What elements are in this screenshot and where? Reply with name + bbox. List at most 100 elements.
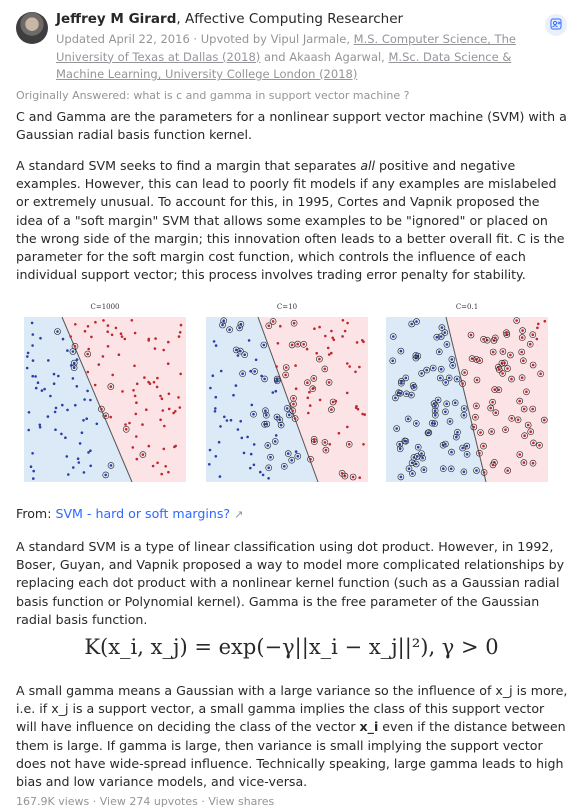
red-point xyxy=(109,385,113,388)
red-point xyxy=(135,382,139,386)
blue-point xyxy=(67,473,70,476)
support-vector-marker xyxy=(530,439,537,447)
support-vector-marker xyxy=(524,421,532,429)
red-point xyxy=(93,383,97,387)
red-point xyxy=(331,400,335,404)
support-vector-marker xyxy=(404,415,412,423)
blue-point xyxy=(436,398,440,402)
support-vector-marker xyxy=(432,402,439,410)
red-point xyxy=(494,411,498,414)
support-vector-marker xyxy=(489,348,497,356)
red-point xyxy=(348,365,351,368)
red-point xyxy=(529,430,532,433)
p4-text-rest: even if the distance between them is lar… xyxy=(16,719,566,790)
upvotes-link[interactable]: View 274 upvotes xyxy=(99,795,198,808)
blue-point xyxy=(75,358,79,361)
blue-point xyxy=(279,423,283,427)
blue-point xyxy=(475,469,478,472)
support-vector-marker xyxy=(537,370,544,378)
blue-point xyxy=(217,440,221,444)
red-point xyxy=(292,402,295,406)
blue-point xyxy=(40,389,44,392)
support-vector-marker xyxy=(396,440,403,448)
follow-person-icon[interactable] xyxy=(545,14,567,36)
support-vector-marker xyxy=(460,411,468,419)
red-point xyxy=(172,411,175,415)
blue-point xyxy=(47,359,50,362)
support-vector-marker xyxy=(338,470,346,477)
blue-point xyxy=(445,343,449,346)
support-vector-marker xyxy=(480,469,488,476)
red-point xyxy=(330,408,333,411)
blue-point xyxy=(25,366,29,370)
p4-text: A small gamma means a Gaussian with a la… xyxy=(16,683,568,735)
decision-boundary xyxy=(61,317,133,482)
support-vector-marker xyxy=(443,400,451,408)
red-point xyxy=(536,326,539,330)
author-name[interactable]: Jeffrey M Girard xyxy=(56,11,177,27)
blue-point xyxy=(214,455,218,458)
support-vector-marker xyxy=(316,355,323,363)
paragraph-3: A standard SVM is a type of linear class… xyxy=(16,539,565,627)
red-point xyxy=(355,405,358,408)
red-point xyxy=(328,443,332,446)
support-vector-marker xyxy=(448,448,455,456)
blue-point xyxy=(397,391,400,394)
blue-point xyxy=(49,394,52,398)
source-link[interactable]: SVM - hard or soft margins? xyxy=(55,506,231,521)
blue-point xyxy=(61,403,64,407)
blue-point xyxy=(285,407,289,410)
blue-point xyxy=(38,423,42,427)
originally-answered[interactable]: Originally Answered: what is c and gamma… xyxy=(16,89,410,102)
blue-point xyxy=(400,381,403,385)
blue-point xyxy=(82,471,86,474)
blue-point xyxy=(416,455,419,458)
support-vector-marker xyxy=(288,341,296,349)
red-point xyxy=(111,373,114,377)
support-vector-marker xyxy=(423,366,431,374)
support-vector-marker xyxy=(70,364,78,372)
red-point xyxy=(313,327,316,330)
updated-date[interactable]: Updated April 22, 2016 xyxy=(56,32,190,46)
support-vector-marker xyxy=(54,328,61,335)
support-vector-marker xyxy=(476,449,483,457)
avatar[interactable] xyxy=(16,12,48,44)
blue-point xyxy=(234,348,238,352)
blue-point xyxy=(34,375,37,378)
blue-point xyxy=(31,374,34,378)
support-vector-marker xyxy=(447,465,455,473)
blue-point xyxy=(222,319,225,322)
red-point xyxy=(332,338,336,342)
blue-point xyxy=(290,458,293,462)
shares-link[interactable]: View shares xyxy=(208,795,275,808)
red-point xyxy=(292,397,295,400)
and-text: and Akaash Agarwal, xyxy=(260,49,389,64)
red-point xyxy=(479,431,482,434)
red-point xyxy=(167,392,171,396)
red-point xyxy=(156,376,159,380)
red-point xyxy=(83,329,87,333)
answer-meta: Updated April 22, 2016 · Upvoted by Vipu… xyxy=(56,31,536,84)
blue-point xyxy=(262,343,266,347)
red-point xyxy=(106,345,110,348)
upvoter2-credential[interactable]: M.Sc. Data Science & Machine Learning, U… xyxy=(56,49,512,82)
support-vector-marker xyxy=(420,466,428,473)
red-point xyxy=(341,319,345,322)
upvoter1-credential[interactable]: M.S. Computer Science, The University of… xyxy=(56,32,516,64)
blue-point xyxy=(444,410,447,414)
blue-point xyxy=(86,389,89,393)
blue-point xyxy=(26,355,29,358)
blue-point xyxy=(213,410,217,413)
external-link-icon[interactable]: ↗︎ xyxy=(234,508,244,521)
blue-point xyxy=(399,475,403,479)
blue-point xyxy=(435,335,439,339)
support-vector-marker xyxy=(291,415,299,422)
blue-point xyxy=(450,450,453,454)
red-point xyxy=(491,350,495,354)
red-point xyxy=(147,380,150,384)
blue-point xyxy=(80,431,84,434)
blue-point xyxy=(56,330,59,333)
support-vector-marker xyxy=(460,468,468,476)
support-vector-marker xyxy=(412,420,420,427)
red-point xyxy=(324,448,328,452)
